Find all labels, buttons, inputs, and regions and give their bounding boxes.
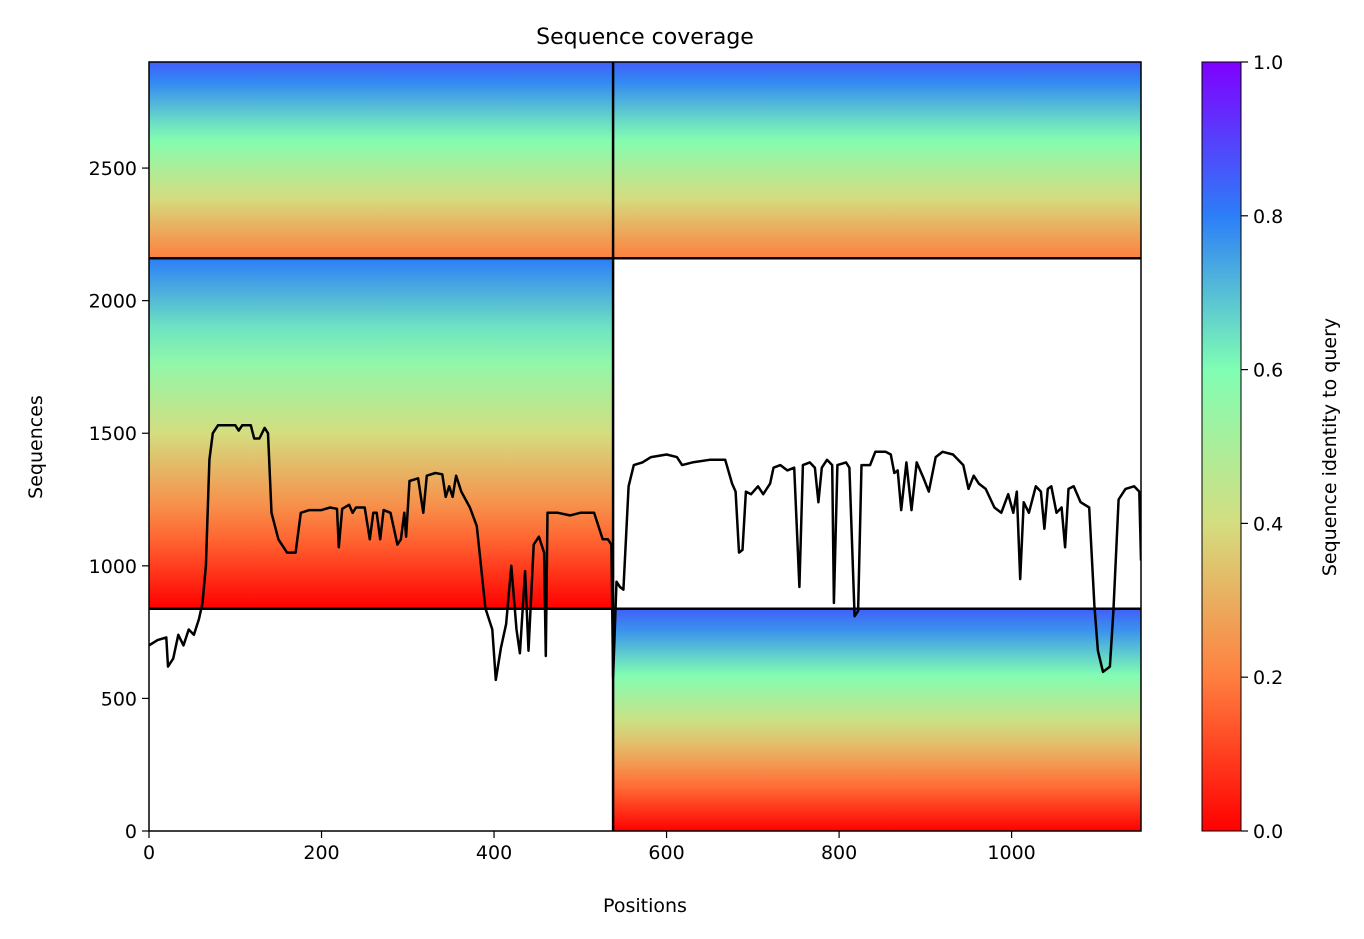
coverage-line-layer [149, 424, 1141, 682]
colorbar-tick-label: 1.0 [1253, 52, 1283, 74]
block-separators [149, 62, 1141, 831]
colorbar-tick-label: 0.4 [1253, 513, 1283, 535]
y-tick-label: 2000 [89, 291, 137, 313]
msa-blocks [149, 62, 1141, 831]
y-tick-label: 1000 [89, 556, 137, 578]
x-tick-label: 400 [476, 842, 512, 864]
y-axis-ticks: 0 500 1000 1500 2000 2500 [89, 158, 149, 843]
colorbar-tick-label: 0.8 [1253, 206, 1283, 228]
plot-frame [148, 61, 1142, 832]
x-tick-label: 800 [821, 842, 857, 864]
y-tick-label: 500 [101, 688, 137, 710]
chart-title: Sequence coverage [536, 25, 754, 50]
x-tick-label: 600 [648, 842, 684, 864]
colorbar [1201, 61, 1242, 832]
coverage-line [149, 424, 1141, 682]
y-axis-label: Sequences [25, 395, 47, 499]
y-tick-label: 0 [125, 821, 137, 843]
colorbar-tick-label: 0.2 [1253, 667, 1283, 689]
y-tick-label: 2500 [89, 158, 137, 180]
msa-block-paired-rows [149, 62, 1141, 259]
x-axis-label: Positions [603, 895, 687, 917]
x-tick-label: 200 [303, 842, 339, 864]
colorbar-tick-label: 0.0 [1253, 821, 1283, 843]
colorbar-ticks: 0.0 0.2 0.4 0.6 0.8 1.0 [1241, 52, 1283, 843]
x-tick-label: 0 [143, 842, 155, 864]
y-tick-label: 1500 [89, 423, 137, 445]
x-axis-ticks: 0 200 400 600 800 1000 [143, 831, 1036, 864]
msa-block-chain-a-rows [149, 258, 614, 609]
colorbar-label: Sequence identity to query [1319, 318, 1341, 576]
x-tick-label: 1000 [987, 842, 1035, 864]
colorbar-tick-label: 0.6 [1253, 360, 1283, 382]
msa-block-chain-b-rows [613, 608, 1141, 831]
